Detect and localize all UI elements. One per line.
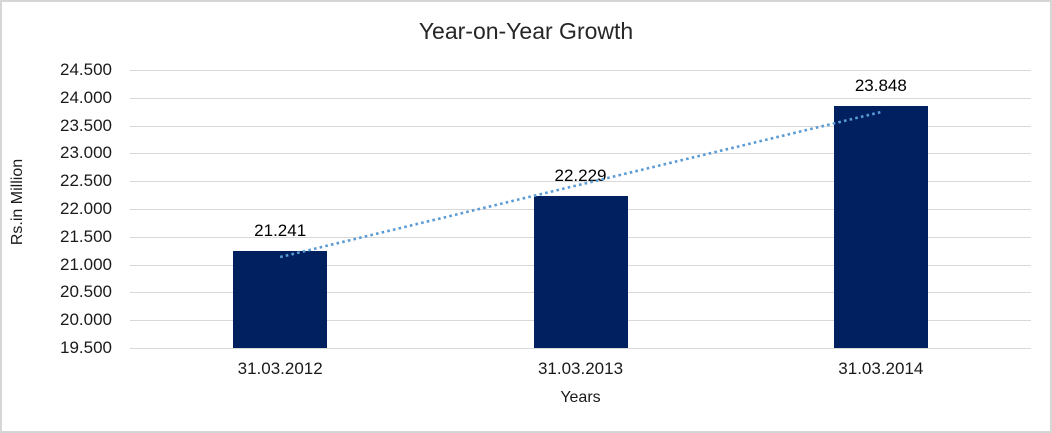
y-tick-label: 22.000 [60,199,112,218]
x-tick-label: 31.03.2013 [537,359,624,378]
x-tick-label: 31.03.2012 [237,359,323,378]
gridline [130,97,1031,99]
y-tick-label: 24.500 [60,60,112,79]
y-tick-label: 24.000 [60,87,112,107]
y-tick-label: 23.500 [60,115,112,135]
y-tick-label: 22.500 [60,171,112,191]
gridline [130,348,1031,349]
y-tick-label: 20.000 [60,310,112,330]
chart-title: Year-on-Year Growth [418,18,634,44]
bar-value-label: 23.848 [854,76,907,96]
y-tick-label: 21.000 [60,254,112,274]
bar [233,251,328,348]
bar-value-label: 22.229 [554,166,607,186]
bar-value-label: 21.241 [254,221,307,241]
bar [833,106,928,348]
y-tick-label: 20.500 [60,282,112,302]
x-axis-title: Years [560,389,601,406]
x-tick-label: 31.03.2014 [838,359,924,378]
y-tick-label: 23.000 [60,143,112,163]
y-axis-title: Rs.in Million [9,158,26,246]
y-tick-label: 21.500 [60,226,112,246]
bar [533,196,628,348]
gridline [130,70,1031,71]
y-tick-label: 19.500 [60,338,112,357]
